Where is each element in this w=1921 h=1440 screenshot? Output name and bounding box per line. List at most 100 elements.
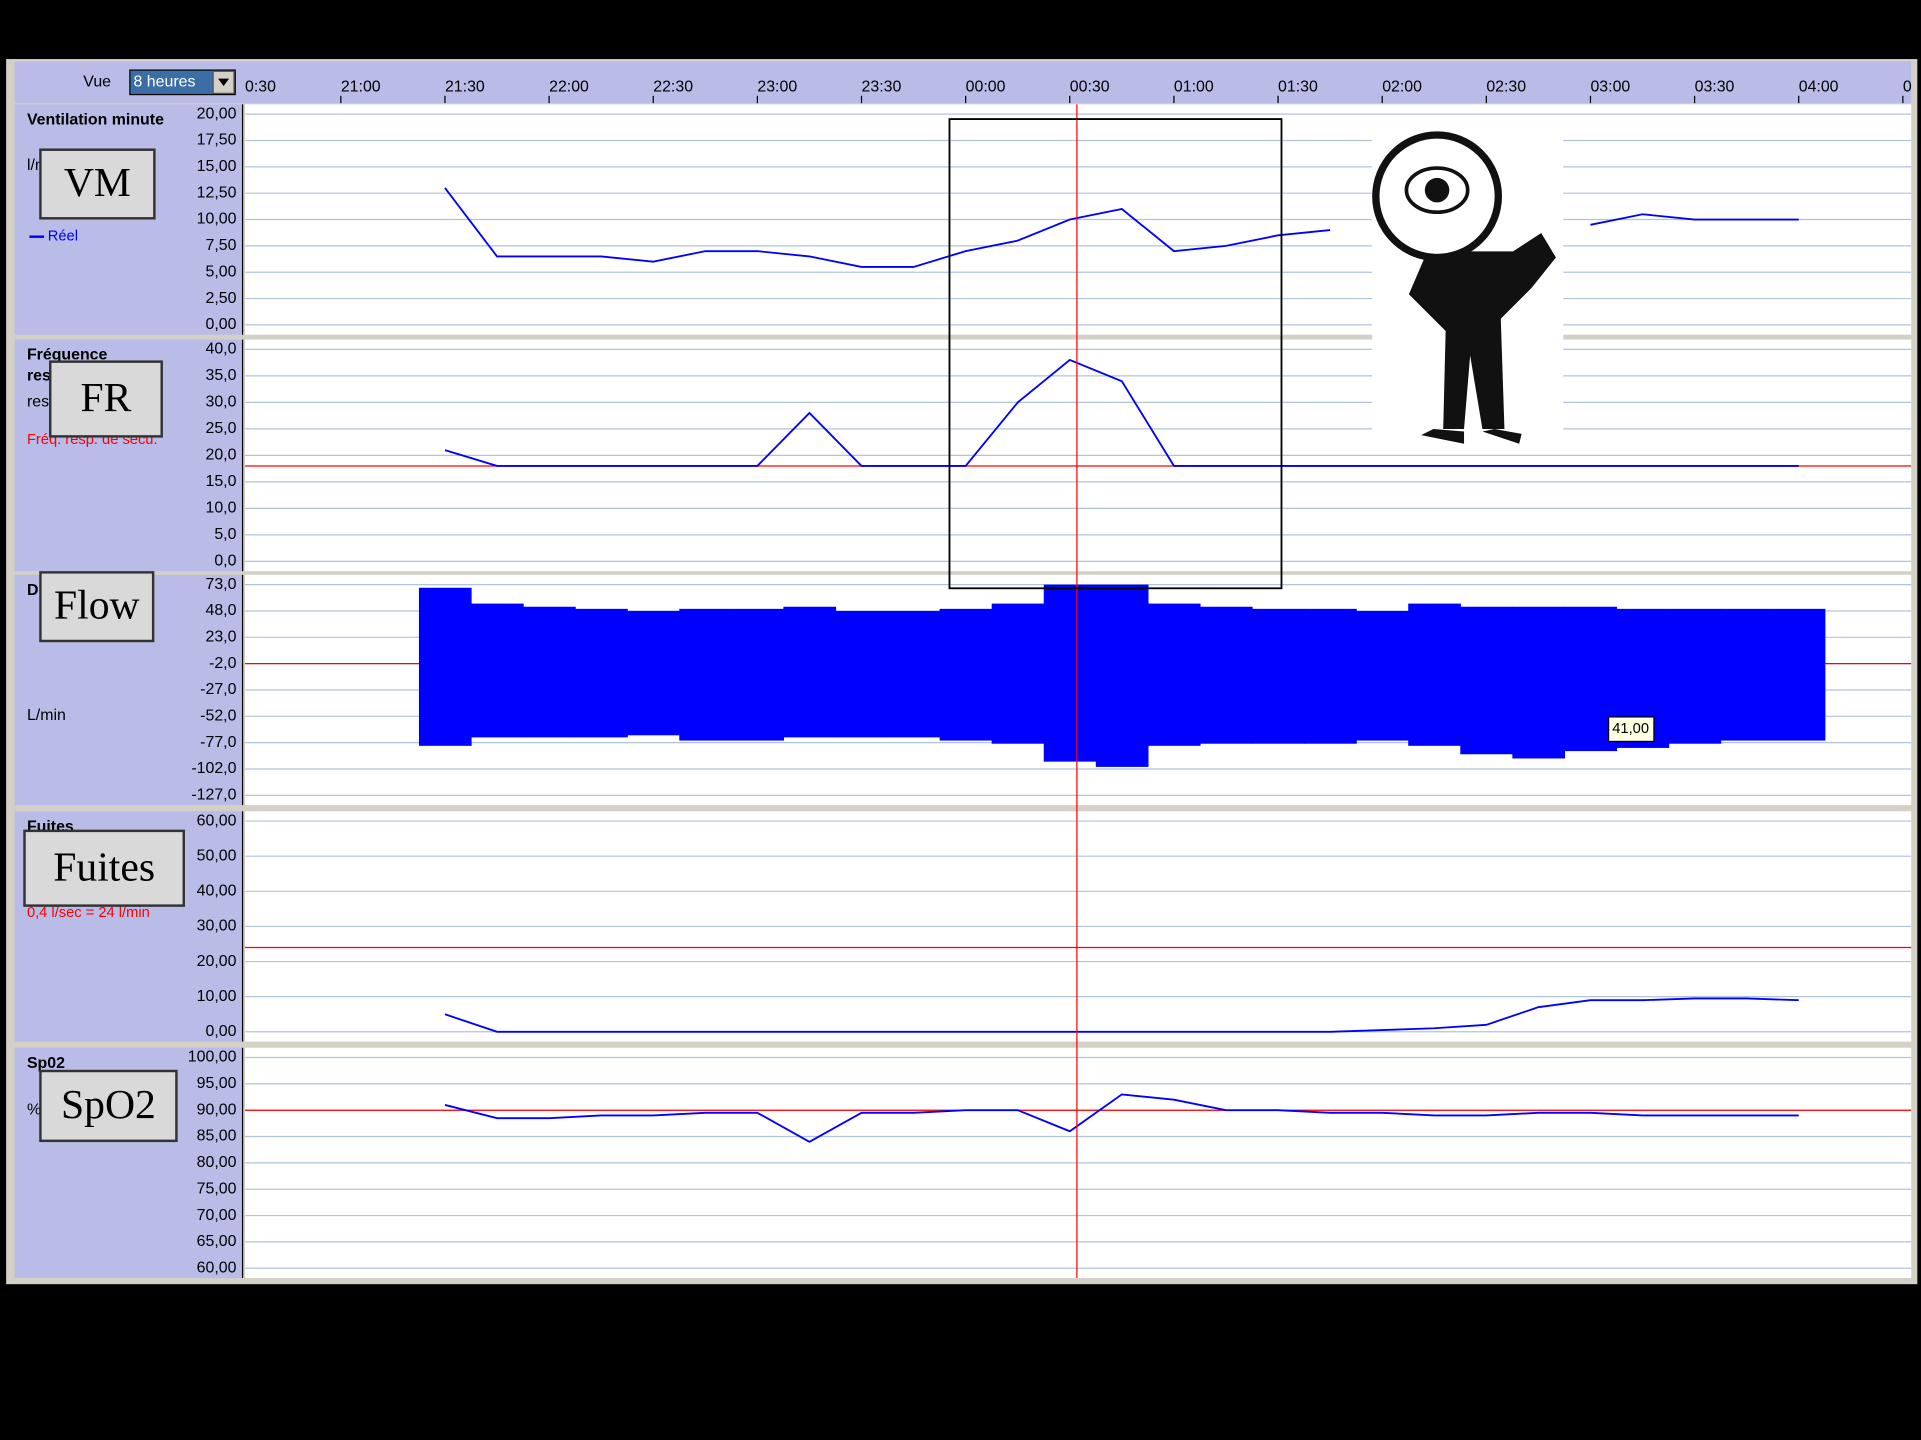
unit-label: res [27, 393, 49, 410]
legend-label: Réel [48, 229, 78, 245]
flow-band [471, 603, 524, 738]
x-tick-label: 01:00 [1174, 78, 1214, 95]
flow-band [835, 610, 889, 738]
y-tick-label: 75,00 [197, 1180, 237, 1197]
x-tick-label: 23:30 [862, 78, 902, 95]
overlay-label: VM [64, 160, 131, 206]
y-tick-label: -77,0 [200, 734, 236, 751]
y-tick-label: 25,0 [205, 420, 236, 437]
y-tick-label: 15,00 [197, 158, 237, 175]
flow-band [731, 608, 785, 741]
tooltip-text: 41,00 [1612, 721, 1649, 737]
x-tick-label: 02:30 [1486, 78, 1526, 95]
y-tick-label: 12,50 [197, 184, 237, 201]
x-tick-label: 04:00 [1799, 78, 1839, 95]
flow-band [1304, 608, 1357, 744]
overlay-box [39, 1069, 178, 1143]
x-tick-label: 0:30 [245, 78, 276, 95]
y-tick-label: 2,50 [205, 290, 236, 307]
flow-band [1512, 606, 1566, 759]
unit-label: L/min [27, 707, 66, 724]
tooltip-box [1607, 716, 1655, 743]
x-tick-label: 22:00 [549, 78, 589, 95]
pupil [1424, 177, 1450, 203]
view-select-text: 8 heures [134, 74, 196, 91]
y-tick-label: 65,00 [197, 1233, 237, 1250]
body [1408, 233, 1556, 430]
y-tick-label: 0,00 [205, 316, 236, 333]
shoes [1421, 429, 1522, 444]
y-tick-label: 20,0 [205, 447, 236, 464]
y-tick-label: 60,00 [197, 1259, 237, 1276]
y-tick-label: 7,50 [205, 237, 236, 254]
overlay-label: Fuites [53, 844, 155, 890]
y-tick-label: 60,00 [197, 812, 237, 829]
x-tick-label: 00:30 [1070, 78, 1110, 95]
x-tick-label: 21:30 [445, 78, 485, 95]
trace [444, 358, 1799, 467]
overlay-label: Flow [54, 583, 140, 629]
y-tick-label: 10,00 [197, 988, 237, 1005]
flow-band [1252, 608, 1305, 744]
y-tick-label: 48,0 [205, 602, 236, 619]
overlay-box [49, 360, 163, 438]
x-tick-label: 02:00 [1382, 78, 1422, 95]
trace [444, 997, 1799, 1033]
flow-band [783, 606, 837, 738]
x-tick-label: 0 [1903, 78, 1912, 95]
overlay-box [39, 571, 155, 643]
flow-band [1668, 608, 1722, 744]
flow-band [1199, 606, 1253, 744]
flow-band [418, 587, 472, 746]
y-tick-label: 10,0 [205, 500, 236, 517]
overlay-box [23, 829, 185, 907]
x-tick-label: 23:00 [757, 78, 797, 95]
y-tick-label: 85,00 [197, 1128, 237, 1145]
flow-band [1408, 603, 1461, 746]
y-tick-label: 70,00 [197, 1207, 237, 1224]
overlay-box [39, 148, 156, 220]
view-label: Vue [83, 74, 111, 91]
x-tick-label: 00:00 [966, 78, 1006, 95]
trace [444, 1093, 1799, 1143]
trace [1590, 213, 1799, 226]
y-tick-label: 40,00 [197, 883, 237, 900]
y-tick-label: 95,00 [197, 1075, 237, 1092]
x-tick-label: 21:00 [341, 78, 381, 95]
x-tick-label: 03:30 [1695, 78, 1735, 95]
flow-band [1147, 603, 1201, 746]
flow-band [679, 608, 732, 741]
flow-band [939, 608, 993, 741]
y-tick-label: -2,0 [209, 655, 237, 672]
panel-title: Sp02 [27, 1055, 65, 1072]
overlay-label: FR [81, 375, 132, 421]
flow-band [1460, 606, 1513, 755]
flow-band [1095, 584, 1149, 767]
y-tick-label: -52,0 [200, 708, 236, 725]
panel-title: res [27, 368, 51, 385]
y-tick-label: 30,0 [205, 394, 236, 411]
overlay-label: SpO2 [61, 1082, 156, 1128]
y-tick-label: 15,0 [205, 473, 236, 490]
y-tick-label: 100,00 [188, 1049, 237, 1066]
y-tick-label: -27,0 [200, 681, 236, 698]
y-tick-label: 90,00 [197, 1101, 237, 1118]
detective-illustration [1372, 131, 1564, 454]
threshold-label: 0,4 l/sec = 24 l/min [27, 905, 150, 921]
flow-band [523, 606, 576, 738]
y-tick-label: 17,50 [197, 132, 237, 149]
x-tick-label: 03:00 [1590, 78, 1630, 95]
y-tick-label: 35,0 [205, 367, 236, 384]
flow-band [887, 610, 941, 738]
flow-band [1356, 610, 1409, 741]
handle [1451, 250, 1471, 296]
y-tick-label: 20,00 [197, 953, 237, 970]
unit-label: % [27, 1101, 41, 1118]
arrow-icon [218, 78, 230, 86]
y-tick-label: 20,00 [197, 105, 237, 122]
flow-band [1043, 584, 1097, 762]
y-tick-label: 5,0 [214, 526, 236, 543]
y-tick-label: 50,00 [197, 847, 237, 864]
